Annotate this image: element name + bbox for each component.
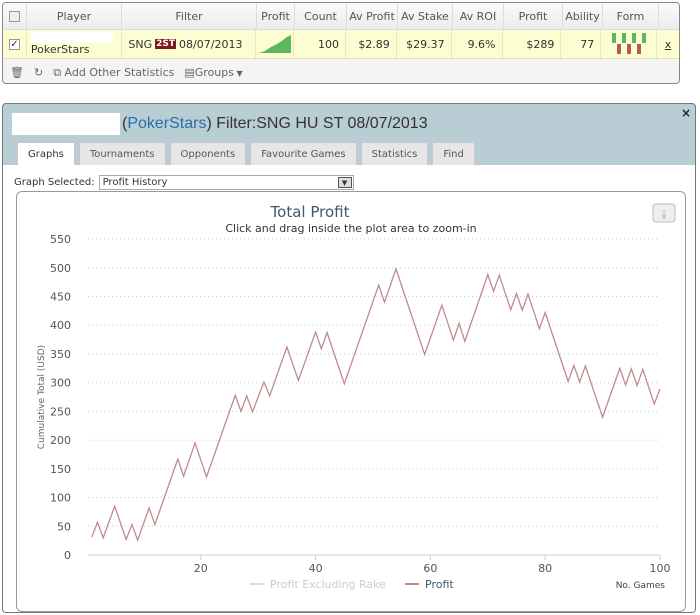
add-statistics-button[interactable]: ⧉ Add Other Statistics — [53, 66, 174, 80]
x-tick-label: 40 — [309, 562, 323, 575]
player-site: PokerStars — [30, 43, 90, 56]
form-chart — [601, 30, 658, 58]
tab-content: Graph Selected: Profit History ▼ Total Pr… — [3, 165, 695, 612]
y-tick-label: 300 — [50, 377, 71, 390]
groups-label: Groups — [194, 66, 234, 79]
tab-opponents[interactable]: Opponents — [169, 142, 247, 165]
y-axis-label: Cumulative Total (USD) — [37, 345, 47, 449]
y-tick-label: 450 — [50, 290, 71, 303]
av-profit-value: $2.89 — [346, 30, 397, 58]
profit-line — [91, 266, 661, 542]
col-filter[interactable]: Filter — [122, 3, 257, 29]
add-statistics-label: Add Other Statistics — [64, 65, 175, 79]
refresh-icon[interactable]: ↻ — [33, 66, 44, 79]
y-tick-label: 0 — [64, 549, 71, 562]
player-cell: PokerStars — [27, 30, 122, 58]
col-av-profit[interactable]: Av Profit — [347, 3, 398, 29]
col-av-stake[interactable]: Av Stake — [398, 3, 453, 29]
chart-subtitle: Click and drag inside the plot area to z… — [225, 222, 476, 235]
form-win-bar — [631, 33, 636, 43]
table-row[interactable]: ✓ PokerStars SNG 2ST 08/07/2013 100 $2.8… — [3, 30, 679, 59]
col-ability[interactable]: Ability — [563, 3, 603, 29]
table-header: Player Filter Profit Count Av Profit Av … — [3, 3, 679, 30]
col-profit-graph[interactable]: Profit — [257, 3, 295, 29]
y-tick-label: 50 — [57, 520, 71, 533]
player-graph-panel: (PokerStars) Filter:SNG HU ST 08/07/2013… — [2, 103, 696, 613]
filter-text: Filter:SNG HU ST 08/07/2013 — [216, 115, 428, 132]
table-toolbar: 🗑 ↻ ⧉ Add Other Statistics ▤Groups ▼ — [3, 60, 679, 83]
legend-profit: Profit — [425, 578, 454, 591]
filter-badge: 2ST — [155, 39, 177, 49]
y-tick-label: 200 — [50, 434, 71, 447]
trash-icon[interactable]: 🗑 — [10, 66, 24, 79]
tab-statistics[interactable]: Statistics — [360, 142, 429, 165]
x-axis-label: No. Games — [616, 581, 666, 591]
y-tick-label: 250 — [50, 405, 71, 418]
player-name-redacted — [12, 113, 120, 135]
chevron-down-icon: ▼ — [234, 69, 243, 78]
col-av-roi[interactable]: Av ROI — [453, 3, 504, 29]
y-tick-label: 500 — [50, 262, 71, 275]
profit-value: $289 — [503, 30, 562, 58]
y-tick-label: 150 — [50, 463, 71, 476]
tab-tournaments[interactable]: Tournaments — [78, 142, 166, 165]
graph-selected-label: Graph Selected: — [14, 177, 95, 188]
x-tick-label: 80 — [538, 562, 552, 575]
add-icon: ⧉ — [53, 65, 65, 79]
count-value: 100 — [294, 30, 346, 58]
graph-select-value: Profit History — [102, 177, 168, 188]
graph-selector: Graph Selected: Profit History ▼ — [14, 175, 354, 190]
x-tick-label: 20 — [194, 562, 208, 575]
tab-bar: Graphs Tournaments Opponents Favourite G… — [17, 142, 475, 166]
stats-table: Player Filter Profit Count Av Profit Av … — [2, 2, 680, 84]
tab-find[interactable]: Find — [432, 142, 475, 165]
form-win-bar — [621, 33, 626, 43]
form-win-bar — [641, 33, 646, 43]
form-loss-bar — [616, 44, 621, 54]
select-all-checkbox[interactable] — [3, 3, 27, 29]
col-count[interactable]: Count — [295, 3, 347, 29]
dropdown-arrow-icon[interactable]: ▼ — [337, 177, 352, 188]
y-tick-label: 550 — [50, 233, 71, 246]
form-loss-bar — [626, 44, 631, 54]
graph-select[interactable]: Profit History ▼ — [98, 175, 354, 190]
tab-graphs[interactable]: Graphs — [17, 142, 75, 166]
legend-profit-excl-rake: Profit Excluding Rake — [270, 578, 386, 591]
x-tick-label: 100 — [650, 562, 671, 575]
y-tick-label: 100 — [50, 492, 71, 505]
col-profit[interactable]: Profit — [504, 3, 563, 29]
download-button-bg — [652, 203, 676, 223]
row-checkbox[interactable]: ✓ — [3, 30, 27, 58]
chart-title: Total Profit — [270, 203, 350, 221]
ability-value: 77 — [561, 30, 602, 58]
av-roi-value: 9.6% — [452, 30, 503, 58]
panel-title: (PokerStars) Filter:SNG HU ST 08/07/2013 — [12, 113, 428, 135]
col-player[interactable]: Player — [27, 3, 122, 29]
filter-cell: SNG 2ST 08/07/2013 — [122, 30, 257, 58]
groups-button[interactable]: ▤Groups ▼ — [184, 66, 242, 79]
filter-prefix: SNG — [128, 37, 153, 51]
y-tick-label: 350 — [50, 348, 71, 361]
x-tick-label: 60 — [423, 562, 437, 575]
col-form[interactable]: Form — [603, 3, 659, 29]
chart-container[interactable]: Total Profit Click and drag inside the pl… — [16, 191, 686, 612]
download-icon: ⤓ — [661, 207, 667, 221]
av-stake-value: $29.37 — [397, 30, 452, 58]
download-button[interactable]: ⤓ — [652, 203, 676, 223]
filter-date: 08/07/2013 — [179, 37, 243, 51]
y-tick-label: 400 — [50, 319, 71, 332]
form-win-bar — [611, 33, 616, 43]
close-button[interactable]: × — [680, 106, 691, 120]
groups-icon: ▤ — [184, 66, 195, 79]
profit-sparkline[interactable] — [256, 30, 295, 58]
form-loss-bar — [636, 44, 641, 54]
remove-row-button[interactable]: x — [664, 37, 672, 51]
site-link[interactable]: PokerStars — [127, 115, 207, 132]
tab-favourite-games[interactable]: Favourite Games — [250, 142, 357, 165]
